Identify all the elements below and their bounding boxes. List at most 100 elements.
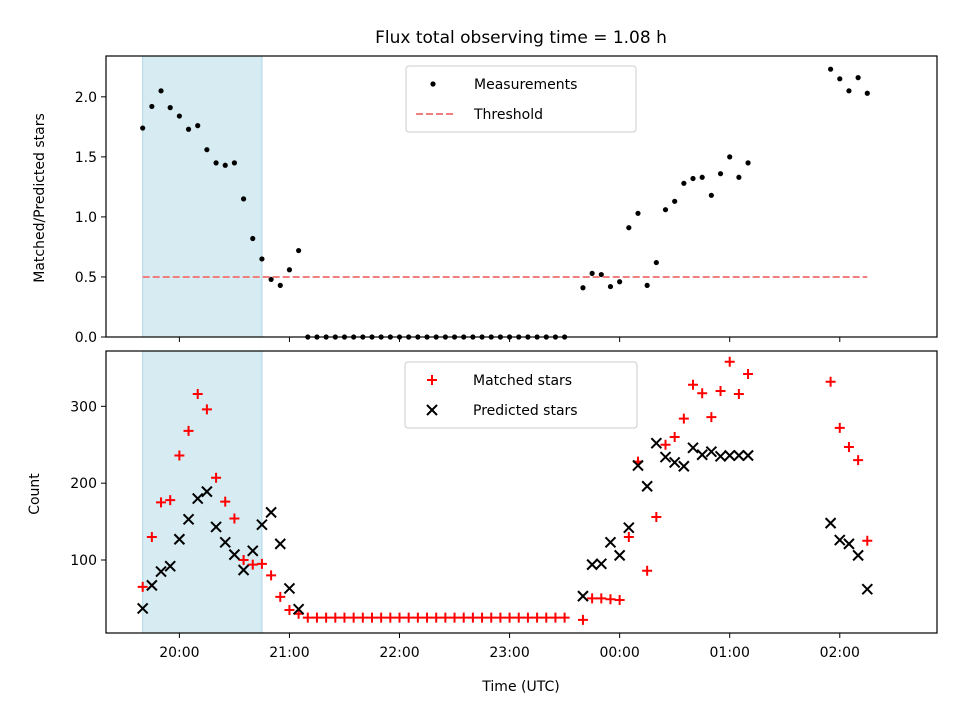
measurement-point: [598, 271, 604, 278]
measurement-point: [699, 174, 705, 180]
matched-point: [642, 565, 653, 576]
legend-marker: [427, 375, 437, 385]
matched-point: [339, 612, 350, 623]
measurement-point: [286, 267, 293, 273]
matched-point: [532, 612, 543, 623]
predicted-point: [861, 583, 873, 595]
matched-point: [220, 496, 231, 507]
predicted-point: [659, 451, 672, 463]
legend-label: Matched stars: [473, 373, 572, 389]
matched-point: [238, 555, 249, 566]
y-tick-label: 0.0: [75, 330, 97, 346]
matched-point: [614, 594, 625, 605]
predicted-point: [274, 538, 286, 550]
predicted-point: [852, 549, 864, 562]
matched-point: [596, 593, 607, 604]
measurement-point: [140, 125, 146, 131]
matched-point: [302, 612, 313, 623]
measurement-point: [167, 105, 173, 111]
predicted-point: [623, 522, 635, 534]
measurement-point: [296, 247, 302, 254]
measurement-point: [717, 171, 724, 177]
matched-point: [229, 513, 240, 524]
measurement-point: [846, 88, 852, 94]
measurement-point: [277, 282, 283, 288]
matched-point: [330, 612, 341, 623]
matched-point: [201, 404, 212, 415]
measurement-point: [240, 196, 247, 202]
y-tick-label: 1.5: [75, 150, 97, 166]
predicted-point: [256, 518, 268, 531]
matched-point: [146, 531, 157, 542]
matched-point: [385, 612, 396, 623]
legend: Measurements Threshold: [405, 65, 637, 133]
matched-point: [550, 612, 561, 623]
measurement-point: [626, 225, 632, 231]
predicted-point: [265, 506, 277, 519]
legend-label: Measurements: [474, 77, 577, 93]
matched-point: [174, 450, 185, 461]
series-predicted-stars: [136, 437, 873, 615]
matched-point: [321, 612, 332, 623]
matched-point: [559, 612, 570, 623]
predicted-point: [834, 534, 846, 546]
measurement-point: [745, 160, 751, 166]
predicted-point: [678, 460, 690, 472]
predicted-point: [687, 442, 699, 454]
matched-point: [862, 535, 873, 546]
legend-label: Threshold: [473, 107, 543, 123]
measurement-point: [195, 123, 201, 129]
observing-window-span: [142, 55, 263, 338]
predicted-point: [237, 564, 250, 576]
predicted-point: [182, 513, 195, 525]
matched-point: [192, 389, 203, 400]
y-tick-label: 0.5: [75, 270, 97, 286]
predicted-point: [724, 449, 736, 462]
measurement-point: [259, 256, 265, 262]
matched-point: [587, 593, 598, 604]
predicted-point: [219, 536, 231, 549]
predicted-point: [228, 548, 241, 561]
x-tick-label: 21:00: [269, 645, 309, 661]
predicted-point: [641, 480, 653, 492]
predicted-point: [292, 603, 305, 615]
measurement-point: [864, 90, 870, 96]
measurement-point: [149, 103, 155, 110]
ratio-y-axis-label: Matched/Predicted stars: [32, 113, 48, 283]
matched-point: [165, 495, 176, 506]
measurement-point: [580, 285, 586, 291]
matched-point: [412, 612, 423, 623]
legend-marker: [426, 404, 438, 416]
matched-point: [266, 570, 277, 581]
legend-label: Predicted stars: [473, 403, 578, 419]
predicted-point: [210, 521, 222, 533]
measurement-point: [204, 147, 210, 153]
predicted-point: [650, 437, 663, 449]
measurement-point: [250, 235, 256, 242]
measurement-point: [653, 259, 659, 266]
matched-point: [678, 413, 689, 424]
predicted-point: [824, 517, 837, 529]
matched-point: [495, 612, 506, 623]
matched-point: [211, 472, 222, 483]
matched-point: [275, 591, 286, 602]
matched-point: [458, 612, 469, 623]
predicted-point: [136, 602, 149, 615]
measurement-point: [644, 282, 650, 288]
matched-point: [137, 581, 148, 592]
x-tick-label: 02:00: [820, 645, 860, 661]
ratio-panel: 0.0 0.5 1.0 1.5 2.0 Measurements Threshold: [75, 55, 938, 346]
measurement-point: [158, 88, 164, 94]
predicted-point: [714, 450, 727, 462]
matched-point: [834, 422, 845, 433]
matched-point: [467, 612, 478, 623]
matched-point: [477, 612, 488, 623]
matched-point: [449, 612, 460, 623]
predicted-point: [577, 590, 589, 602]
matched-point: [706, 412, 717, 423]
matched-point: [486, 612, 497, 623]
predicted-point: [192, 492, 204, 505]
y-tick-label: 2.0: [75, 90, 97, 106]
predicted-point: [247, 545, 259, 557]
predicted-point: [586, 558, 598, 571]
